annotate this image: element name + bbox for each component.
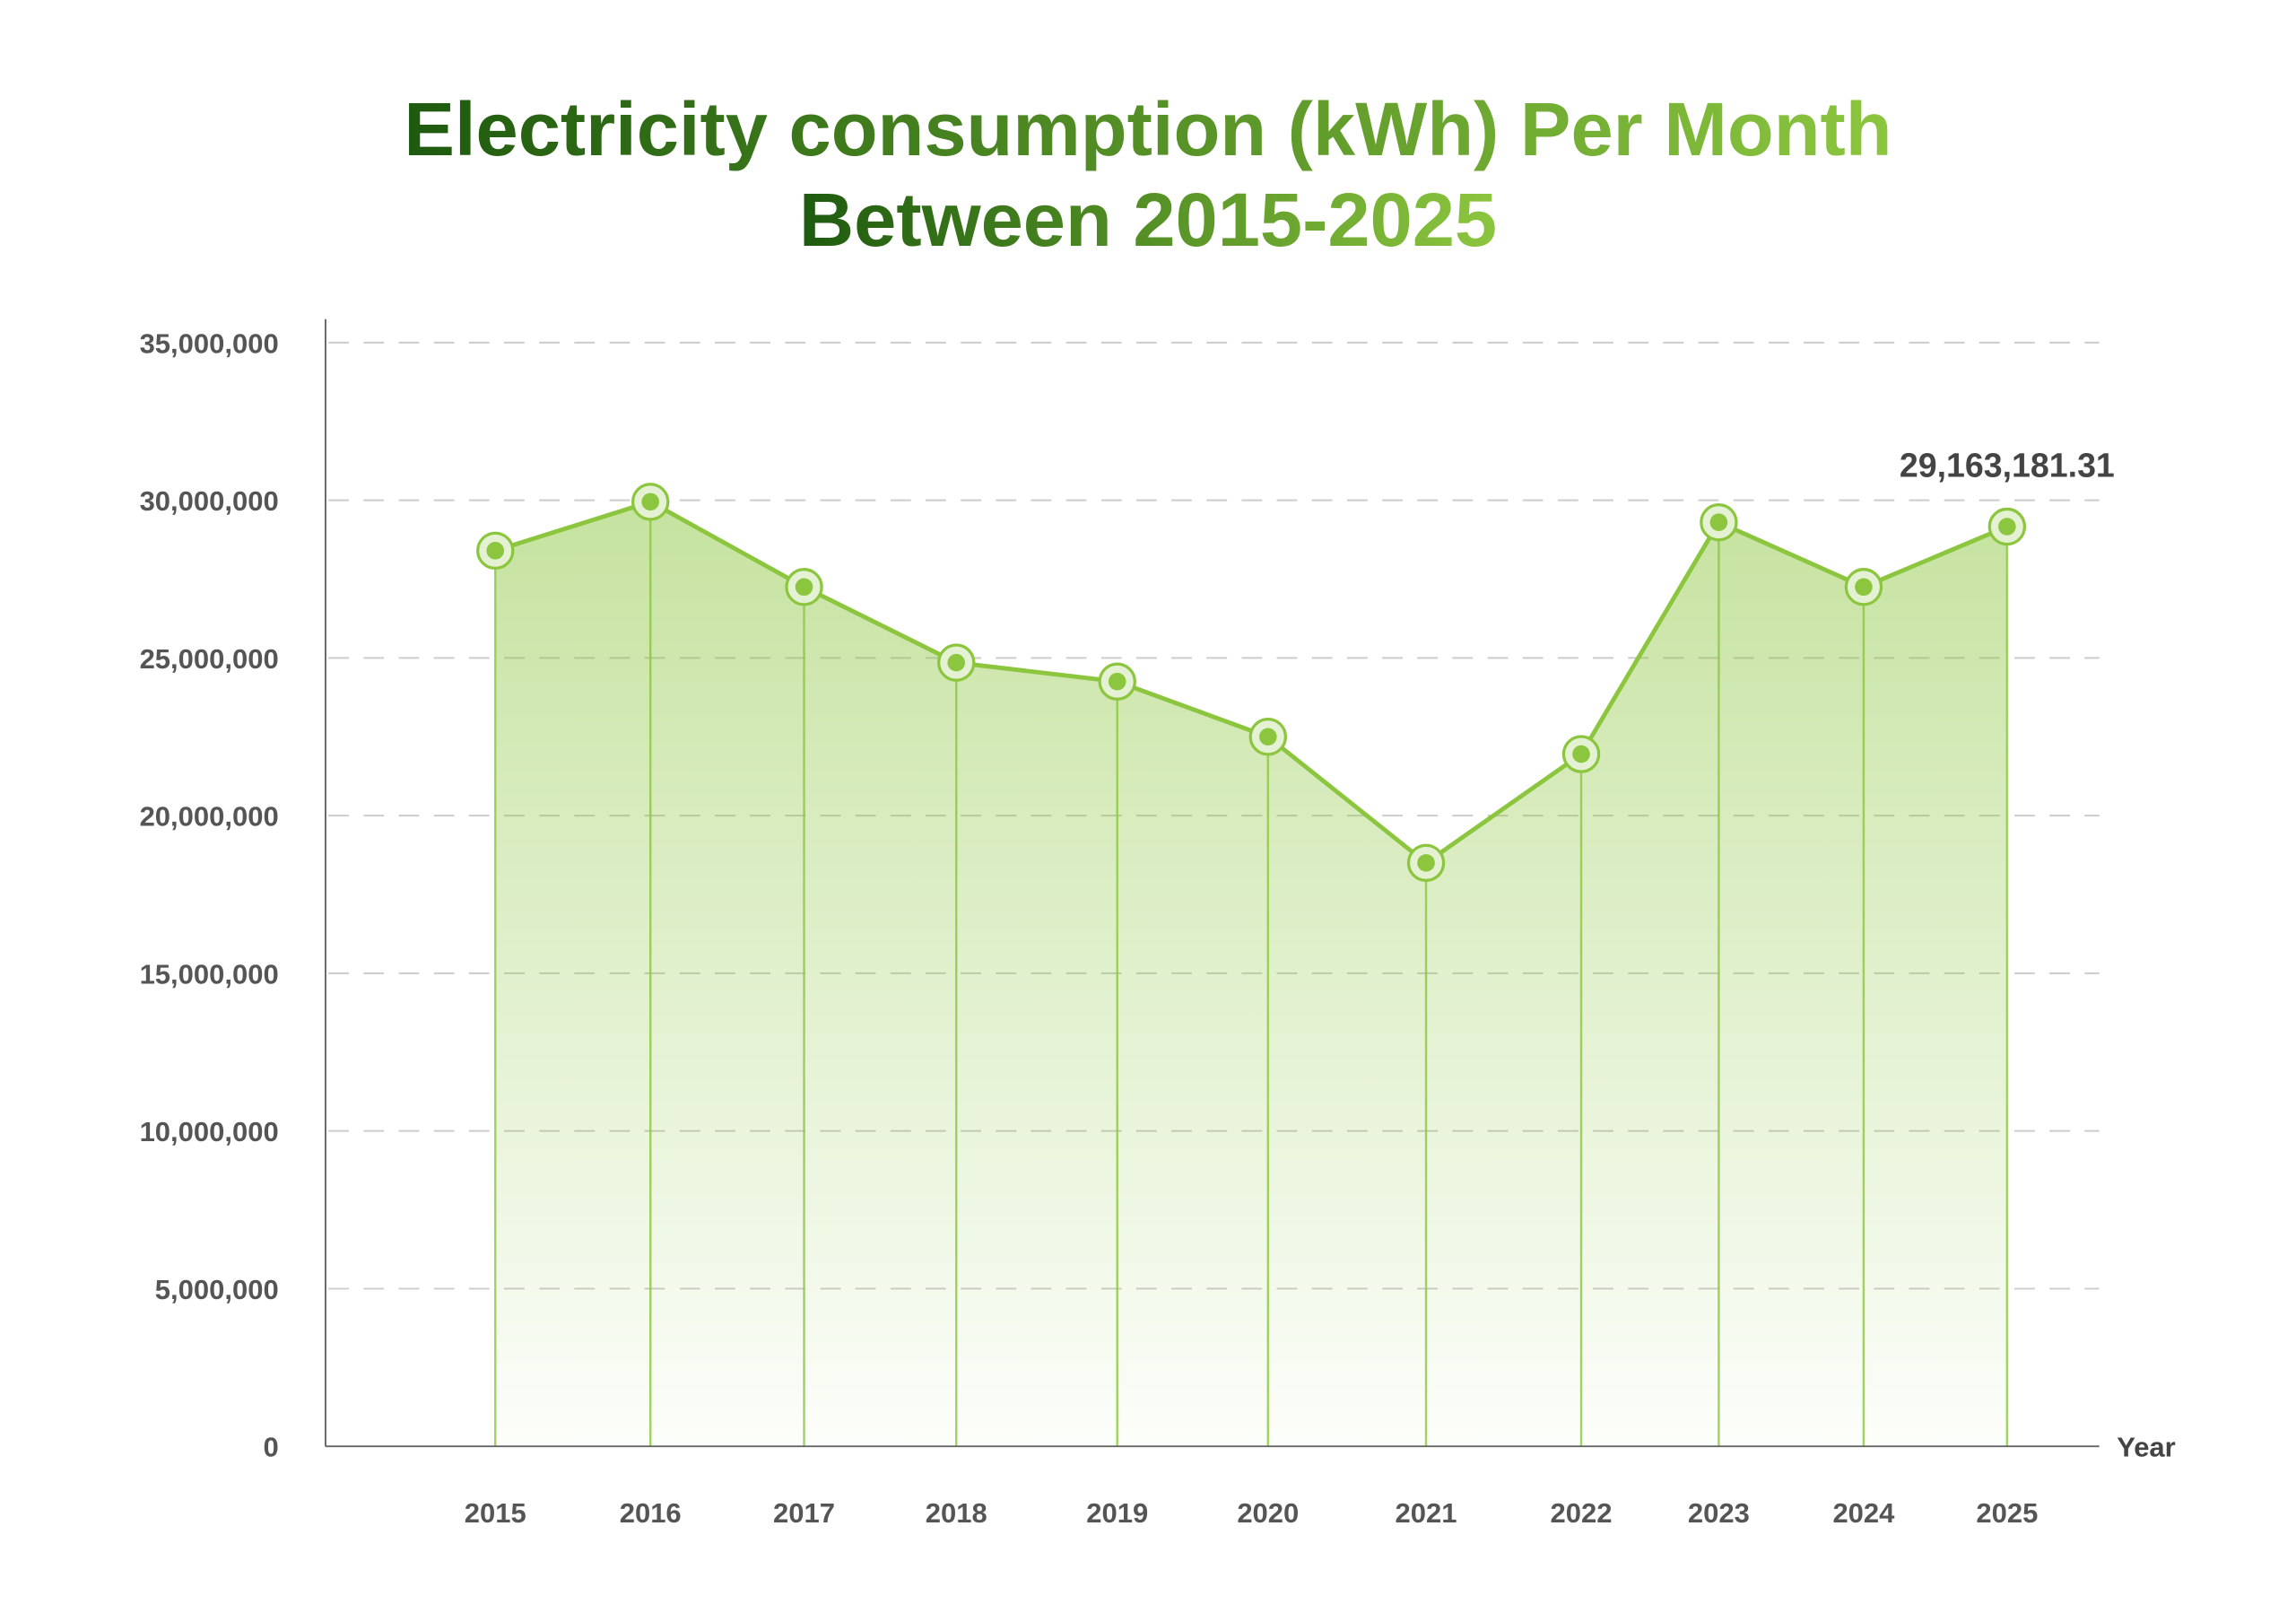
y-tick-label: 20,000,000 <box>140 801 279 833</box>
y-tick-label: 25,000,000 <box>140 643 279 675</box>
y-tick-label: 0 <box>263 1432 278 1463</box>
y-tick-label: 15,000,000 <box>140 958 279 990</box>
data-point <box>486 542 505 560</box>
data-point <box>1998 518 2016 536</box>
x-tick-label: 2018 <box>926 1497 987 1529</box>
data-point <box>1709 513 1728 531</box>
y-tick-label: 10,000,000 <box>140 1116 279 1147</box>
x-axis-ticks: 2015 2016 2017 2018 2019 2020 2021 2022 2023 2024… <box>465 1497 2039 1529</box>
x-tick-label: 2015 <box>465 1497 526 1529</box>
x-axis-label: Year <box>2117 1432 2176 1463</box>
chart-title-line1: Electricity consumption (kWh) Per Month <box>404 86 1892 171</box>
y-tick-label: 30,000,000 <box>140 485 279 517</box>
x-tick-label: 2017 <box>773 1497 835 1529</box>
data-point <box>1572 745 1590 763</box>
data-point <box>1855 578 1873 597</box>
data-point <box>1417 854 1435 872</box>
data-point <box>1108 672 1126 691</box>
x-tick-label: 2024 <box>1832 1497 1895 1529</box>
y-tick-label: 5,000,000 <box>155 1274 279 1305</box>
x-tick-label: 2016 <box>620 1497 682 1529</box>
y-axis-ticks: 0 5,000,000 10,000,000 15,000,000 20,000,000… <box>140 327 279 1462</box>
data-point <box>795 578 813 597</box>
area-fill <box>495 501 2007 1447</box>
data-point <box>947 653 966 672</box>
data-point <box>1259 728 1277 746</box>
area-layer <box>494 499 2009 1447</box>
x-tick-label: 2022 <box>1551 1497 1613 1529</box>
value-annotation: 29,163,181.31 <box>1900 447 2115 484</box>
x-tick-label: 2019 <box>1086 1497 1148 1529</box>
x-tick-label: 2025 <box>1976 1497 2038 1529</box>
data-point <box>641 493 659 511</box>
x-tick-label: 2021 <box>1396 1497 1457 1529</box>
y-tick-label: 35,000,000 <box>140 327 279 359</box>
x-tick-label: 2023 <box>1688 1497 1750 1529</box>
chart-title-line2: Between 2015-2025 <box>799 177 1497 262</box>
x-tick-label: 2020 <box>1237 1497 1299 1529</box>
data-points <box>476 483 2027 883</box>
